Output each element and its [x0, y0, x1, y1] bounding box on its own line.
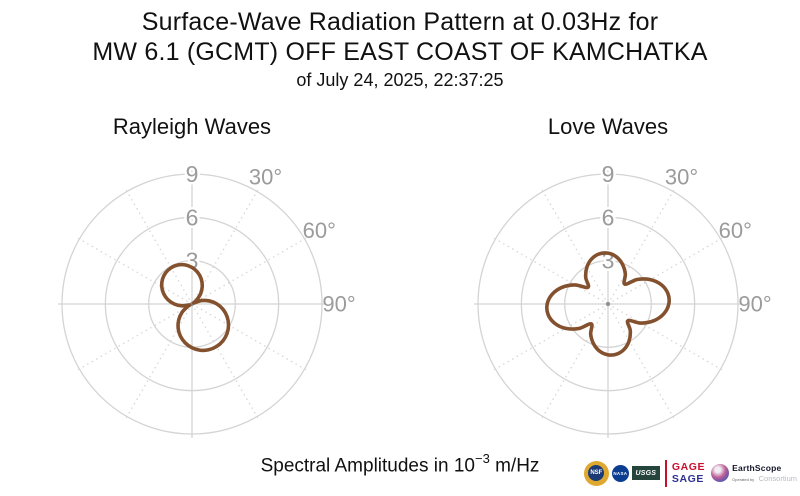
r-tick-label: 9 [186, 161, 199, 187]
logo-strip: NSF NASA USGS GAGE SAGE EarthScope Opera… [583, 456, 797, 490]
love-polar-plot: 369 30°60°90° [474, 159, 772, 438]
operated-by-label: Operated by [732, 476, 755, 482]
consortium-label: Consortium [758, 473, 797, 483]
polar-grid-spoke [491, 236, 609, 305]
angle-tick-label: 30° [665, 164, 698, 189]
love-radiation-curve [545, 251, 671, 357]
nsf-logo-icon: NSF [583, 460, 609, 486]
caption-exponent-base: 10 [453, 455, 475, 477]
caption-prefix: Spectral Amplitudes in [260, 455, 454, 477]
polar-grid-spoke [124, 303, 193, 421]
earthscope-wordmark: EarthScope Operated by Consortium [732, 463, 797, 484]
figure-title-line2: MW 6.1 (GCMT) OFF EAST COAST OF KAMCHATK… [92, 38, 708, 66]
polar-grid-ring [61, 173, 323, 435]
caption-suffix: m/Hz [489, 455, 540, 477]
gage-label: GAGE [671, 461, 706, 473]
polar-grid-spoke [75, 236, 193, 305]
gage-sage-separator [664, 459, 667, 487]
angle-tick-label: 30° [249, 164, 282, 189]
rayleigh-polar-plot: 369 30°60°90° [58, 159, 356, 438]
rayleigh-plot-title: Rayleigh Waves [112, 114, 272, 139]
figure-title-line1: Surface-Wave Radiation Pattern at 0.03Hz… [141, 8, 659, 36]
earthscope-globe-icon [711, 464, 730, 482]
figure-title: Surface-Wave Radiation Pattern at 0.03Hz… [0, 7, 800, 92]
r-tick-label: 9 [602, 161, 615, 187]
r-tick-label: 6 [602, 204, 615, 230]
angle-tick-label: 60° [719, 218, 752, 243]
earthscope-name-label: EarthScope [732, 462, 782, 473]
polar-grid-spoke [607, 303, 725, 372]
polar-grid-ring [477, 173, 739, 435]
gage-sage-wordmark: GAGE SAGE [672, 461, 705, 485]
usgs-logo-icon: USGS [631, 466, 660, 480]
polar-grid-spoke [124, 187, 193, 305]
polar-grid-ring [564, 260, 652, 348]
rayleigh-radiation-curve [159, 262, 231, 353]
figure-subtitle-datetime: of July 24, 2025, 22:37:25 [296, 70, 504, 90]
caption-exponent: −3 [474, 451, 490, 466]
polar-grid-spoke [191, 303, 260, 421]
polar-grid-spoke [191, 303, 309, 372]
angle-tick-label: 90° [738, 292, 771, 317]
angle-tick-label: 60° [303, 218, 336, 243]
nsf-logo-label: NSF [588, 465, 605, 481]
polar-grid-spoke [191, 236, 309, 305]
polar-grid-ring [520, 216, 696, 392]
angle-tick-label: 90° [322, 292, 355, 317]
nasa-logo-icon: NASA [611, 464, 629, 482]
sage-label: SAGE [671, 473, 705, 485]
r-tick-label: 6 [186, 204, 199, 230]
polar-grid-ring [104, 216, 280, 392]
polar-grid-spoke [75, 303, 193, 372]
caption: Spectral Amplitudes in 10−3 m/Hz [0, 451, 800, 477]
polar-center-dot [605, 301, 611, 307]
love-plot-title: Love Waves [547, 114, 669, 139]
